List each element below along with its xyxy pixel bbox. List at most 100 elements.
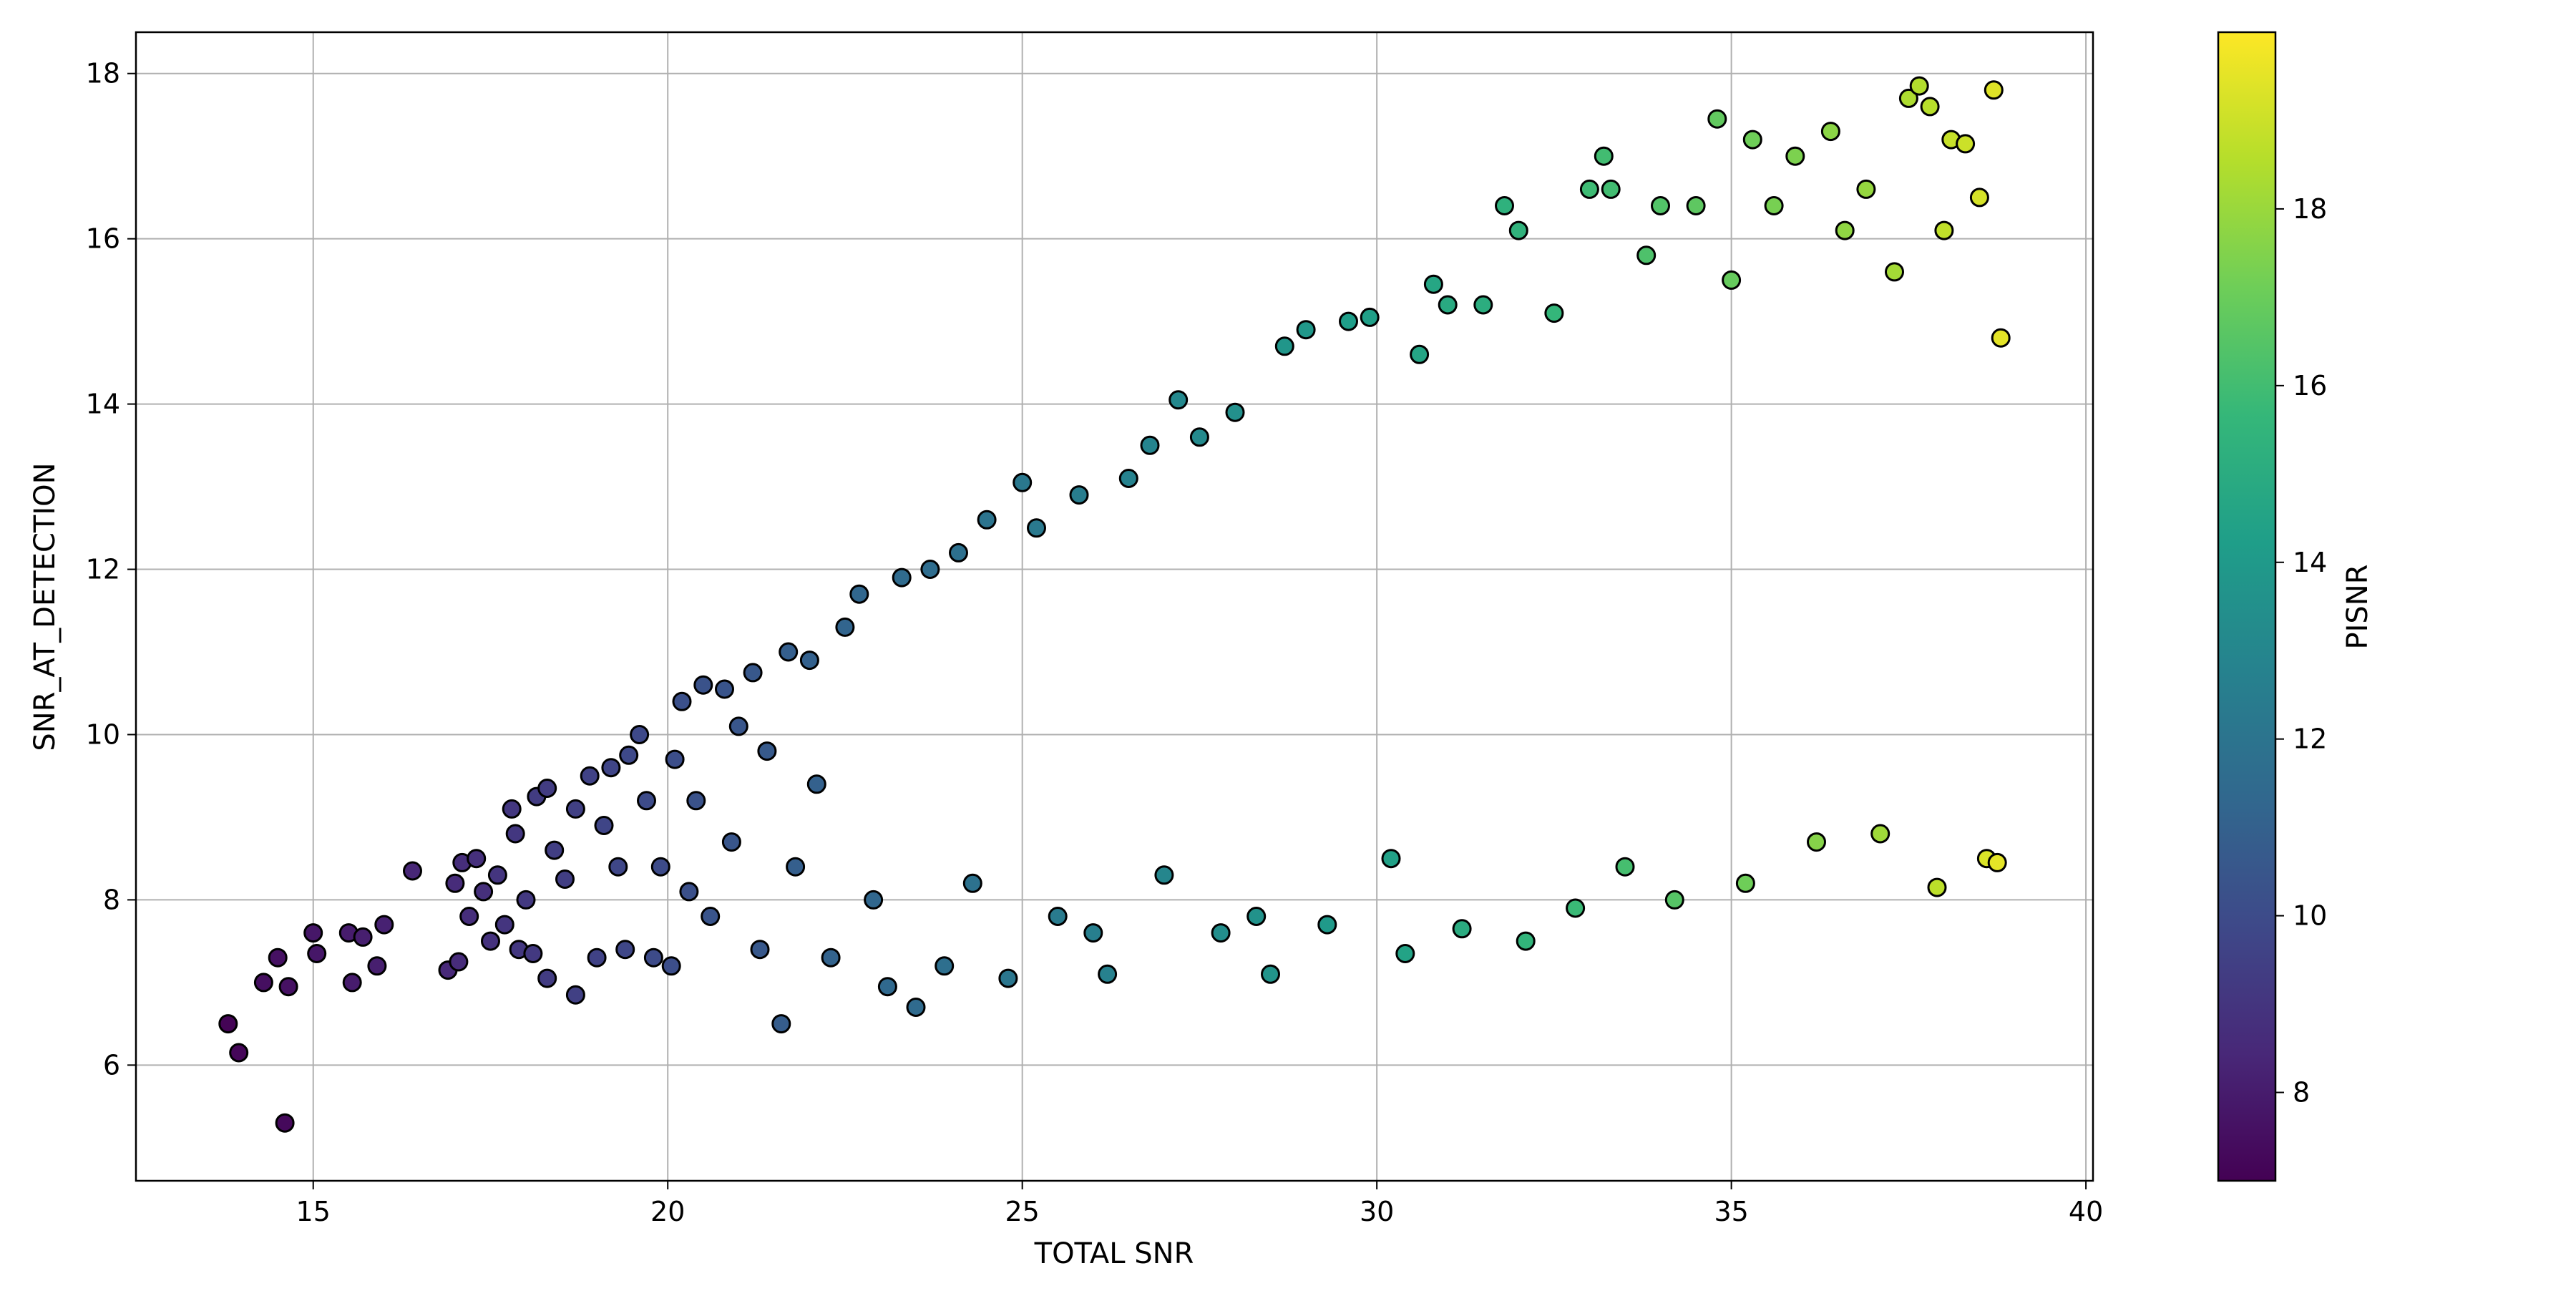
y-tick-label: 8: [103, 884, 120, 915]
data-point: [728, 716, 748, 736]
data-point: [1296, 320, 1316, 340]
plot-frame: [135, 31, 2094, 1182]
data-point: [1579, 179, 1599, 199]
data-point: [555, 869, 575, 889]
data-point: [1885, 262, 1904, 282]
data-point: [1154, 865, 1174, 885]
x-tick-label: 25: [1005, 1196, 1039, 1227]
data-point: [445, 873, 465, 893]
data-point: [935, 956, 955, 976]
data-point: [1742, 130, 1762, 150]
y-tick-label: 6: [103, 1049, 120, 1081]
data-point: [1516, 931, 1536, 951]
data-point: [565, 985, 585, 1005]
x-tick-label: 20: [650, 1196, 685, 1227]
colorbar: [2217, 31, 2277, 1182]
data-point: [1856, 179, 1876, 199]
y-tick-label: 16: [86, 223, 120, 255]
data-point: [1225, 402, 1245, 422]
data-point: [1785, 146, 1805, 166]
data-point: [1686, 196, 1706, 215]
data-point: [537, 779, 557, 798]
data-point: [565, 799, 585, 819]
data-point: [374, 915, 394, 935]
data-point: [977, 510, 997, 530]
data-point: [1651, 196, 1670, 215]
x-tick-label: 40: [2069, 1196, 2103, 1227]
data-point: [516, 890, 536, 910]
data-point: [1274, 336, 1294, 356]
data-point: [1410, 344, 1430, 364]
colorbar-tick-label: 12: [2293, 724, 2327, 755]
colorbar-ticks: 8 10 12 14 16 18: [2275, 193, 2327, 1109]
data-point: [1508, 220, 1528, 240]
data-point: [1956, 134, 1976, 154]
data-point: [275, 1113, 295, 1133]
data-point: [1566, 898, 1586, 918]
data-point: [1764, 196, 1784, 215]
data-point: [619, 745, 639, 765]
data-point: [1984, 80, 2004, 100]
data-point: [864, 890, 884, 910]
data-point: [1083, 923, 1103, 943]
x-tick-label: 15: [296, 1196, 331, 1227]
data-point: [1934, 220, 1954, 240]
x-tick-label: 30: [1360, 1196, 1394, 1227]
data-point: [665, 749, 685, 769]
data-point: [587, 947, 607, 968]
data-point: [218, 1014, 238, 1034]
data-point: [253, 973, 273, 993]
data-point: [821, 947, 841, 968]
data-point: [672, 691, 692, 711]
x-tick-label: 35: [1714, 1196, 1748, 1227]
data-point: [608, 857, 628, 877]
data-point: [771, 1014, 791, 1034]
data-point: [757, 741, 777, 761]
data-point: [949, 542, 968, 562]
data-point: [835, 617, 855, 637]
data-point: [650, 857, 670, 877]
data-point: [1360, 307, 1380, 327]
data-point: [1261, 964, 1280, 984]
data-point: [1013, 472, 1033, 492]
data-point: [686, 791, 706, 811]
data-point: [849, 584, 869, 604]
data-point: [906, 998, 926, 1017]
data-point: [601, 758, 621, 778]
data-point: [661, 956, 681, 976]
data-point: [920, 560, 940, 579]
data-point: [779, 642, 799, 662]
data-point: [1987, 852, 2007, 872]
colorbar-tick-label: 16: [2293, 370, 2327, 401]
data-point: [786, 857, 806, 877]
data-point: [474, 882, 494, 902]
data-point: [1438, 295, 1458, 315]
data-point: [1140, 435, 1160, 455]
data-point: [1969, 187, 1989, 208]
data-point: [1098, 964, 1118, 984]
data-point: [481, 931, 500, 951]
data-point: [1664, 890, 1684, 910]
data-point: [750, 940, 770, 960]
data-point: [1807, 832, 1826, 852]
data-point: [1048, 907, 1068, 926]
y-axis-ticks: 6 8 10 12 14 16 18: [86, 58, 136, 1081]
data-point: [1835, 220, 1855, 240]
colorbar-tick-label: 14: [2293, 547, 2327, 578]
data-point: [307, 944, 327, 963]
data-point: [1189, 427, 1209, 447]
data-point: [892, 567, 912, 588]
data-point: [1909, 76, 1929, 96]
data-point: [1991, 328, 2011, 348]
data-point: [545, 840, 565, 860]
data-point: [743, 663, 763, 683]
data-point: [367, 956, 387, 976]
data-point: [679, 882, 699, 902]
data-point: [342, 973, 362, 993]
data-point: [799, 651, 819, 671]
data-points: [218, 76, 2011, 1133]
data-point: [1820, 122, 1840, 142]
data-point: [229, 1043, 249, 1063]
data-point: [523, 944, 543, 963]
data-point: [715, 679, 734, 699]
